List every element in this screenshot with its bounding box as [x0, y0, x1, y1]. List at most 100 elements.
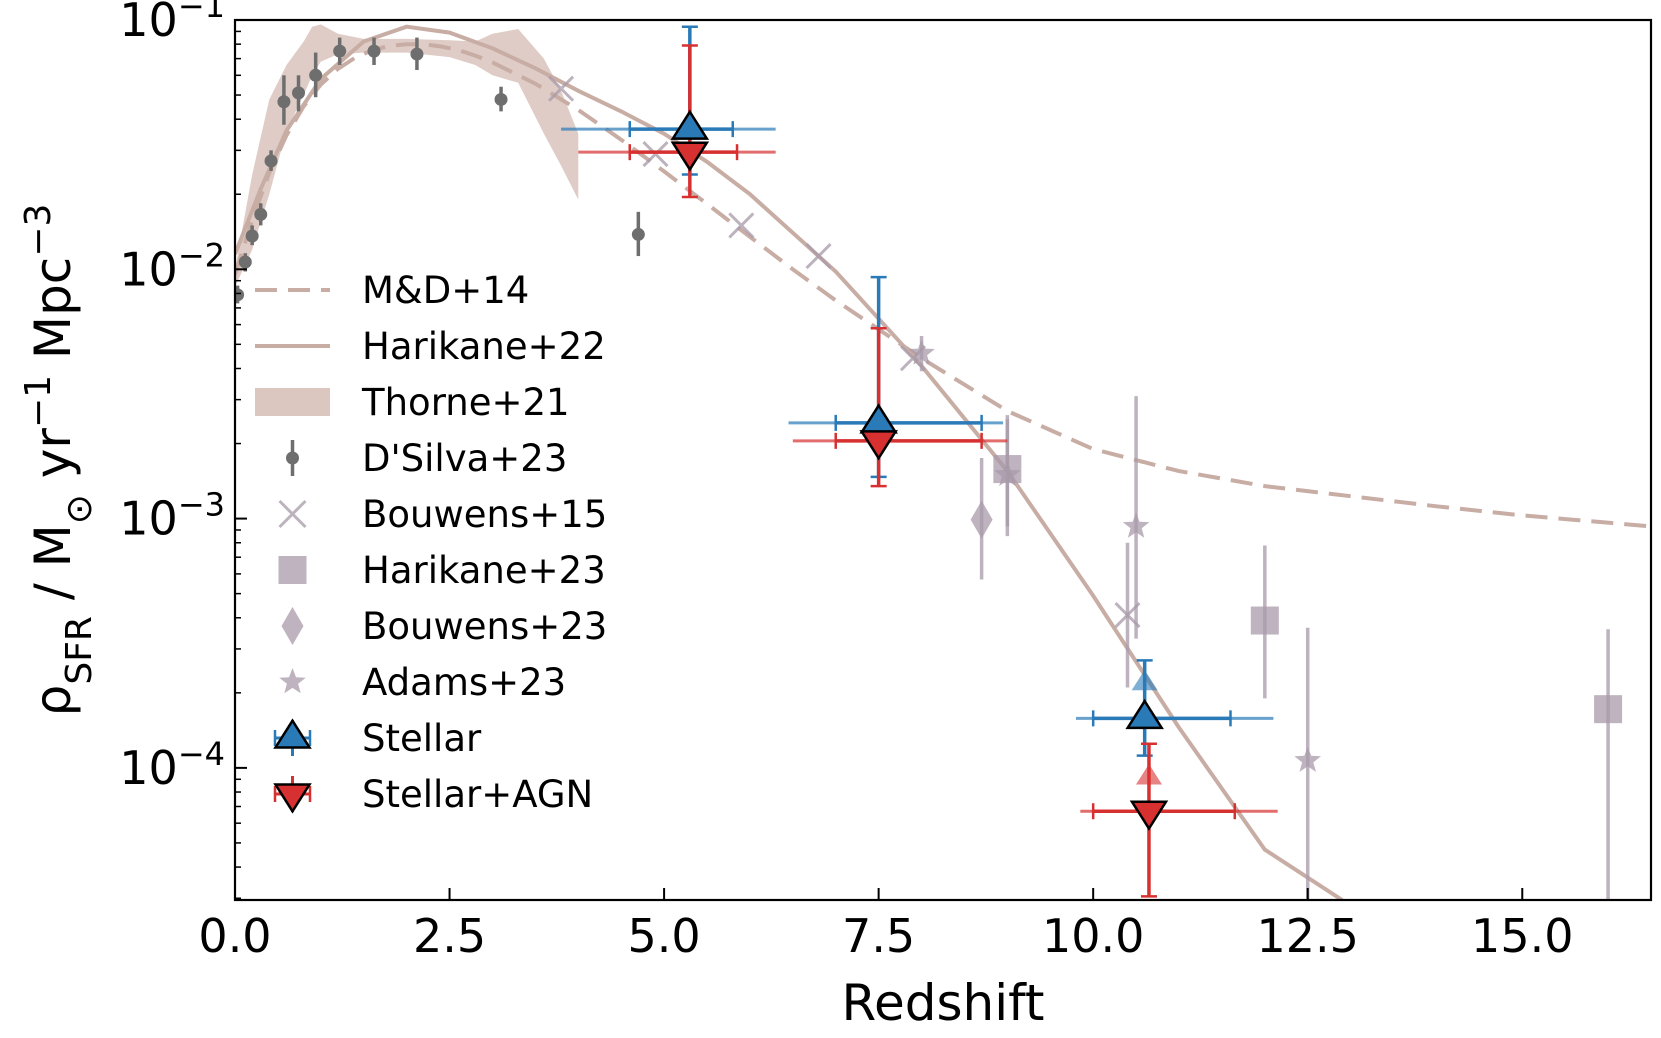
bouwens23-marker: [970, 500, 993, 539]
legend-dsilva23-swatch: [286, 451, 299, 465]
dsilva23-point: [494, 86, 508, 112]
legend-label: Stellar: [362, 717, 482, 760]
y-tick-label: 10−4: [119, 735, 225, 795]
x-tick-label: 12.5: [1257, 909, 1359, 963]
dsilva23-point: [292, 75, 306, 112]
adams23-marker: [908, 339, 935, 365]
bouwens15-marker-stroke-b: [548, 75, 575, 102]
harikane22-curve: [235, 24, 1344, 900]
stellar-agn-upper-arrow: [1135, 764, 1162, 785]
dsilva23-point: [410, 37, 424, 71]
x-tick-label: 15.0: [1471, 909, 1573, 963]
dsilva23-marker: [245, 229, 259, 243]
bouwens15-marker: [899, 345, 927, 372]
legend-stellar-agn-swatch: [273, 783, 312, 814]
legend-entry: Stellar+AGN: [273, 773, 593, 816]
x-axis-title: Redshift: [842, 974, 1045, 1032]
stellar-marker: [1125, 698, 1164, 730]
dsilva23-point: [333, 37, 347, 65]
y-tick-label: 10−3: [119, 486, 225, 546]
dsilva23-marker: [264, 154, 278, 168]
adams23-marker: [1122, 512, 1150, 538]
stellar-marker: [670, 109, 710, 140]
legend-label: Thorne+21: [361, 381, 570, 424]
bouwens15-marker: [805, 242, 832, 270]
legend-label: Bouwens+23: [362, 605, 607, 648]
bouwens15-marker-stroke-b: [805, 242, 832, 270]
plot-frame: [233, 18, 1653, 902]
bouwens15-marker: [1114, 602, 1141, 629]
y-axis-title: ρSFR / M⊙ yr−1 Mpc−3: [18, 204, 100, 717]
dsilva23-marker: [238, 255, 252, 269]
bouwens15-marker-stroke-b: [899, 345, 927, 372]
legend-harikane23-swatch: [278, 556, 307, 584]
legend-label: Harikane+22: [362, 325, 606, 368]
x-tick-label: 10.0: [1042, 909, 1144, 963]
bouwens15-marker: [642, 140, 669, 168]
dsilva23-marker: [494, 92, 508, 106]
stellar-agn-marker: [670, 141, 710, 172]
legend-label: Harikane+23: [362, 549, 606, 592]
legend-entry: Harikane+23: [278, 549, 606, 592]
legend-thorne21-swatch: [255, 388, 330, 416]
legend-label: Stellar+AGN: [362, 773, 593, 816]
legend-bouwens15-swatch: [278, 499, 307, 529]
legend-label: Bouwens+15: [362, 493, 607, 536]
dsilva23-point: [631, 211, 645, 257]
stellar-upper-arrow: [1131, 669, 1158, 691]
dsilva23-marker: [333, 44, 347, 58]
bouwens15-marker-stroke-b: [728, 212, 755, 239]
adams23-marker: [994, 460, 1021, 486]
bouwens15-marker: [548, 75, 575, 102]
plot-area: [235, 24, 1651, 900]
stellar-agn-marker: [1129, 800, 1169, 831]
dsilva23-point: [245, 225, 259, 246]
dsilva23-marker: [292, 86, 306, 100]
axes: 0.0 2.5 5.0 7.5 10.0 12.5 15.0 10−1 10−2 10−3 10−4: [119, 0, 1573, 963]
legend-entry: Stellar: [273, 717, 482, 760]
legend-entry: Bouwens+23: [281, 605, 607, 648]
dsilva23-marker: [309, 68, 323, 82]
x-tick-label: 5.0: [628, 909, 701, 963]
legend-entry: Thorne+21: [255, 381, 570, 424]
md14-curve: [235, 42, 1651, 529]
legend-label: M&D+14: [362, 269, 529, 312]
dsilva23-point: [264, 150, 278, 171]
harikane23-marker: [1594, 695, 1623, 724]
legend-adams23-swatch: [279, 668, 306, 694]
legend-entry: D'Silva+23: [286, 437, 567, 480]
dsilva23-marker: [235, 288, 245, 302]
legend-label: D'Silva+23: [362, 437, 567, 480]
legend-bouwens23-swatch: [281, 607, 304, 645]
legend-entry: Bouwens+15: [278, 493, 607, 536]
dsilva23-marker: [410, 47, 424, 61]
legend: M&D+14 Harikane+22 Thorne+21 D'Silva+23 Bouw…: [255, 269, 607, 816]
dsilva23-marker: [367, 44, 381, 58]
harikane23-marker: [1250, 606, 1279, 635]
adams23-marker: [1294, 746, 1321, 772]
dsilva23-point: [367, 37, 381, 65]
bouwens15-marker: [728, 212, 755, 239]
bouwens15-marker-stroke-b: [642, 140, 669, 168]
dsilva23-point: [254, 203, 268, 226]
y-tick-label: 10−1: [119, 0, 225, 47]
legend-stellar-swatch: [273, 718, 312, 749]
dsilva23-marker: [631, 227, 645, 241]
legend-entry: Adams+23: [279, 661, 566, 704]
bouwens15-marker-stroke-b: [1114, 602, 1141, 629]
stellar-agn-marker: [859, 430, 898, 461]
legend-entry: Harikane+22: [255, 325, 606, 368]
dsilva23-point: [309, 52, 323, 98]
legend-label: Adams+23: [362, 661, 566, 704]
dsilva23-marker: [277, 95, 291, 109]
y-tick-label: 10−2: [119, 236, 225, 296]
x-tick-label: 0.0: [198, 909, 271, 963]
dsilva23-point: [235, 285, 245, 304]
legend-bouwens15-swatch-stroke-b: [278, 499, 307, 529]
legend-entry: M&D+14: [255, 269, 529, 312]
dsilva23-point: [277, 75, 291, 125]
x-tick-label: 7.5: [842, 909, 915, 963]
x-tick-label: 2.5: [413, 909, 486, 963]
dsilva23-marker: [254, 207, 268, 221]
